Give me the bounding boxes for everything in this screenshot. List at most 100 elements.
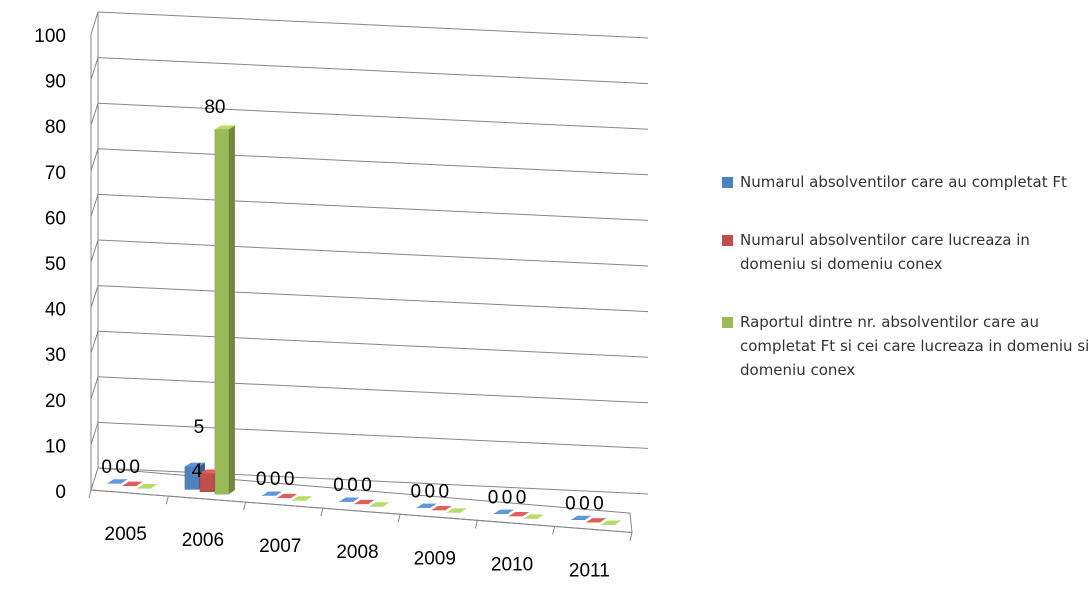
side-gridline [90, 376, 99, 399]
category-tick [397, 514, 401, 523]
data-label: 0 [101, 457, 112, 478]
category-label: 2006 [182, 530, 224, 551]
gridline [97, 330, 649, 358]
chart-legend: Numarul absolventilor care au completat … [722, 170, 1090, 416]
gridline [97, 239, 649, 267]
category-tick [629, 532, 633, 541]
data-label: 0 [347, 475, 358, 496]
category-label: 2007 [259, 536, 301, 557]
legend-swatch-series-3 [722, 317, 733, 328]
bar-top-1-2005 [107, 479, 128, 484]
y-tick-label: 10 [45, 436, 66, 457]
data-label: 4 [192, 461, 203, 482]
gridline [97, 193, 649, 221]
y-tick-label: 100 [34, 26, 66, 47]
legend-item-series-1: Numarul absolventilor care au completat … [722, 170, 1090, 194]
gridline [97, 285, 649, 313]
category-tick [243, 502, 247, 511]
y-tick-label: 30 [45, 345, 66, 366]
side-gridline [90, 11, 99, 35]
side-gridline [90, 103, 99, 126]
y-tick-label: 20 [45, 391, 66, 412]
bar-top-1-2008 [339, 497, 360, 502]
category-label: 2005 [105, 524, 147, 545]
side-gridline [90, 422, 99, 445]
side-gridline [90, 194, 99, 217]
data-label: 0 [502, 487, 513, 508]
legend-label-series-2: Numarul absolventilor care lucreaza in d… [740, 231, 1030, 273]
bar-top-2-2011 [586, 518, 607, 523]
bar-top-1-2007 [262, 491, 283, 496]
data-label: 0 [361, 475, 372, 496]
category-label: 2009 [414, 548, 456, 569]
data-label: 0 [256, 469, 267, 490]
bar-top-1-2009 [416, 503, 437, 508]
category-tick [552, 526, 556, 535]
category-label: 2010 [491, 554, 533, 575]
legend-swatch-series-2 [722, 235, 733, 246]
data-label: 0 [438, 481, 449, 502]
y-tick-label: 0 [55, 482, 66, 503]
legend-item-series-3: Raportul dintre nr. absolventilor care a… [722, 310, 1090, 382]
data-label: 0 [565, 493, 576, 514]
bar-top-3-2010 [524, 514, 545, 519]
bar-top-2-2009 [431, 505, 452, 510]
gridline [97, 11, 649, 39]
bar-top-3-2011 [601, 520, 622, 525]
bar-top-2-2007 [277, 493, 298, 498]
data-label: 80 [204, 97, 225, 118]
data-label: 0 [115, 457, 126, 478]
gridline [97, 148, 649, 176]
data-label: 0 [410, 481, 421, 502]
bar-top-3-2007 [292, 496, 313, 501]
data-label: 0 [333, 475, 344, 496]
bar-3-2006 [214, 129, 230, 495]
category-tick [88, 489, 92, 499]
bar-top-3-2006 [214, 125, 235, 130]
category-label: 2008 [336, 542, 378, 563]
data-label: 0 [270, 469, 281, 490]
data-label: 0 [593, 493, 604, 514]
legend-item-series-2: Numarul absolventilor care lucreaza in d… [722, 228, 1090, 276]
legend-swatch-series-1 [722, 177, 733, 188]
bar-top-1-2010 [494, 509, 515, 514]
side-gridline [90, 285, 99, 308]
category-tick [320, 508, 324, 517]
bar-top-3-2009 [446, 508, 467, 513]
bar-top-3-2008 [369, 502, 390, 507]
y-tick-label: 70 [45, 163, 66, 184]
bar-top-2-2005 [122, 481, 143, 486]
category-axis-line [90, 489, 633, 533]
y-tick-label: 90 [45, 72, 66, 93]
category-tick [165, 495, 169, 505]
legend-label-series-1: Numarul absolventilor care au completat … [740, 173, 1067, 191]
gridline [97, 421, 649, 449]
data-label: 0 [284, 469, 295, 490]
y-tick-label: 50 [45, 254, 66, 275]
bar-top-2-2008 [354, 499, 375, 504]
category-label: 2011 [569, 560, 610, 581]
side-gridline [90, 148, 99, 171]
bar-top-1-2011 [571, 515, 592, 520]
bar-side-3-2006 [228, 125, 235, 495]
category-tick [474, 520, 478, 529]
bar-top-1-2006 [184, 462, 205, 467]
data-label: 0 [129, 457, 140, 478]
side-gridline [90, 57, 99, 80]
y-tick-label: 40 [45, 300, 66, 321]
side-gridline [90, 239, 99, 263]
gridline [97, 102, 649, 130]
bar-top-2-2010 [509, 512, 530, 517]
data-label: 0 [579, 493, 590, 514]
bar-top-3-2005 [137, 484, 158, 489]
y-tick-label: 60 [45, 208, 66, 229]
y-tick-label: 80 [45, 117, 66, 138]
legend-label-series-3: Raportul dintre nr. absolventilor care a… [740, 313, 1090, 379]
side-gridline [90, 331, 99, 354]
data-label: 0 [424, 481, 435, 502]
data-label: 0 [488, 487, 499, 508]
data-label: 5 [194, 417, 205, 438]
data-label: 0 [516, 487, 527, 508]
gridline [97, 376, 649, 404]
